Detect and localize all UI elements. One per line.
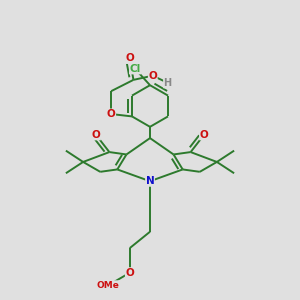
Text: O: O [200,130,208,140]
Text: Cl: Cl [130,64,141,74]
Text: O: O [148,71,157,81]
Text: O: O [125,268,134,278]
Text: O: O [125,53,134,64]
Text: N: N [146,176,154,186]
Text: O: O [107,109,116,119]
Text: O: O [92,130,100,140]
Text: OMe: OMe [97,281,120,290]
Text: H: H [164,78,172,88]
